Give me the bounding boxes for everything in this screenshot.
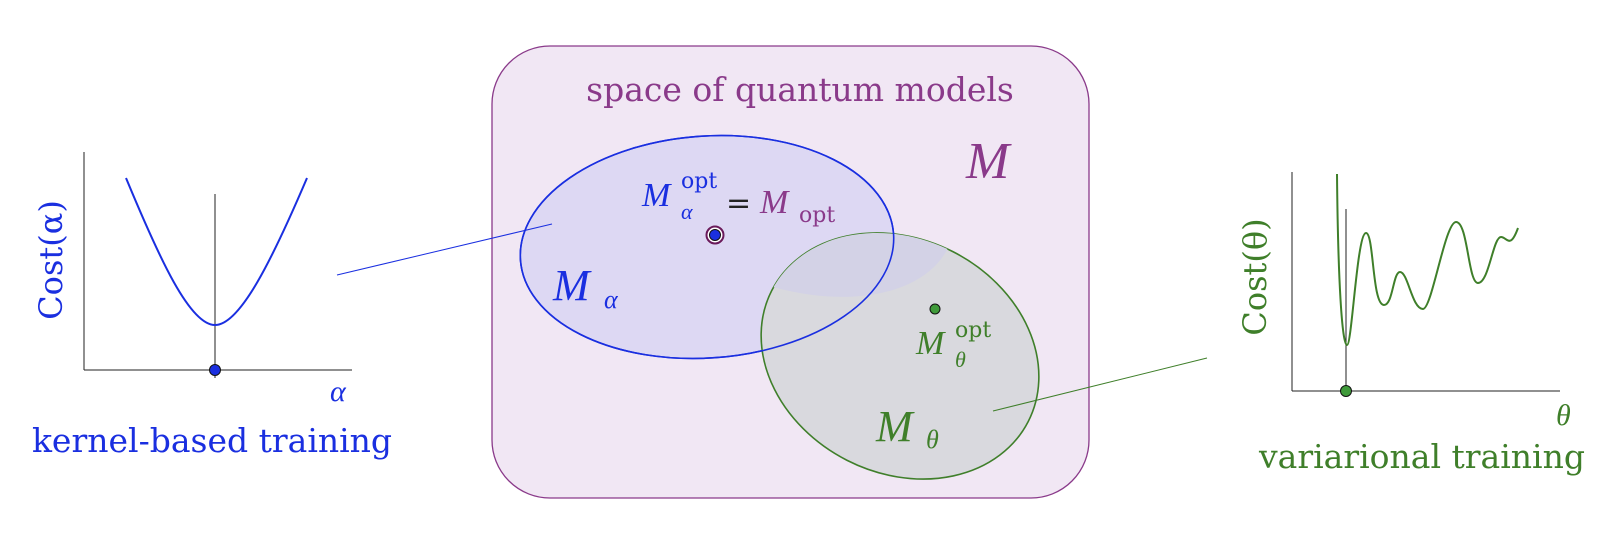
variational-cost-plot bbox=[1291, 172, 1560, 397]
variational-x-label: θ bbox=[1556, 399, 1571, 432]
space-symbol: M bbox=[965, 133, 1012, 190]
kernel-set-symbol: M bbox=[552, 261, 592, 310]
variational-connector-line bbox=[992, 357, 1208, 412]
global-optimum-sub: opt bbox=[799, 203, 835, 228]
kernel-optimum-sup: opt bbox=[681, 169, 717, 194]
variational-optimum-sub: θ bbox=[955, 347, 966, 372]
equals-sign: = bbox=[726, 186, 751, 221]
variational-optimum-sup: opt bbox=[955, 318, 991, 343]
space-title: space of quantum models bbox=[586, 70, 1014, 109]
variational-cost-curve bbox=[1336, 173, 1519, 347]
kernel-set-subscript: α bbox=[604, 285, 619, 314]
kernel-cost-plot bbox=[83, 152, 352, 378]
variational-minimum-point bbox=[1340, 385, 1352, 397]
variational-set-subscript: θ bbox=[926, 425, 939, 454]
variational-optimum-symbol: M bbox=[915, 325, 946, 362]
kernel-caption: kernel-based training bbox=[32, 421, 392, 460]
kernel-optimum-label: M bbox=[641, 177, 672, 214]
kernel-optimum-sub: α bbox=[681, 199, 693, 224]
kernel-optimum-point bbox=[709, 229, 721, 241]
variational-y-label: Cost(θ) bbox=[1236, 218, 1274, 335]
variational-set-symbol: M bbox=[875, 402, 915, 451]
kernel-minimum-point bbox=[209, 364, 221, 376]
kernel-cost-curve bbox=[125, 177, 308, 327]
kernel-x-label: α bbox=[330, 375, 347, 408]
variational-caption: variarional training bbox=[1258, 437, 1585, 476]
variational-optimum-point bbox=[929, 303, 941, 315]
kernel-connector-line bbox=[336, 223, 553, 276]
kernel-model-set-outline bbox=[519, 134, 895, 360]
kernel-y-label: Cost(α) bbox=[32, 200, 70, 320]
global-optimum-symbol: M bbox=[759, 184, 790, 221]
